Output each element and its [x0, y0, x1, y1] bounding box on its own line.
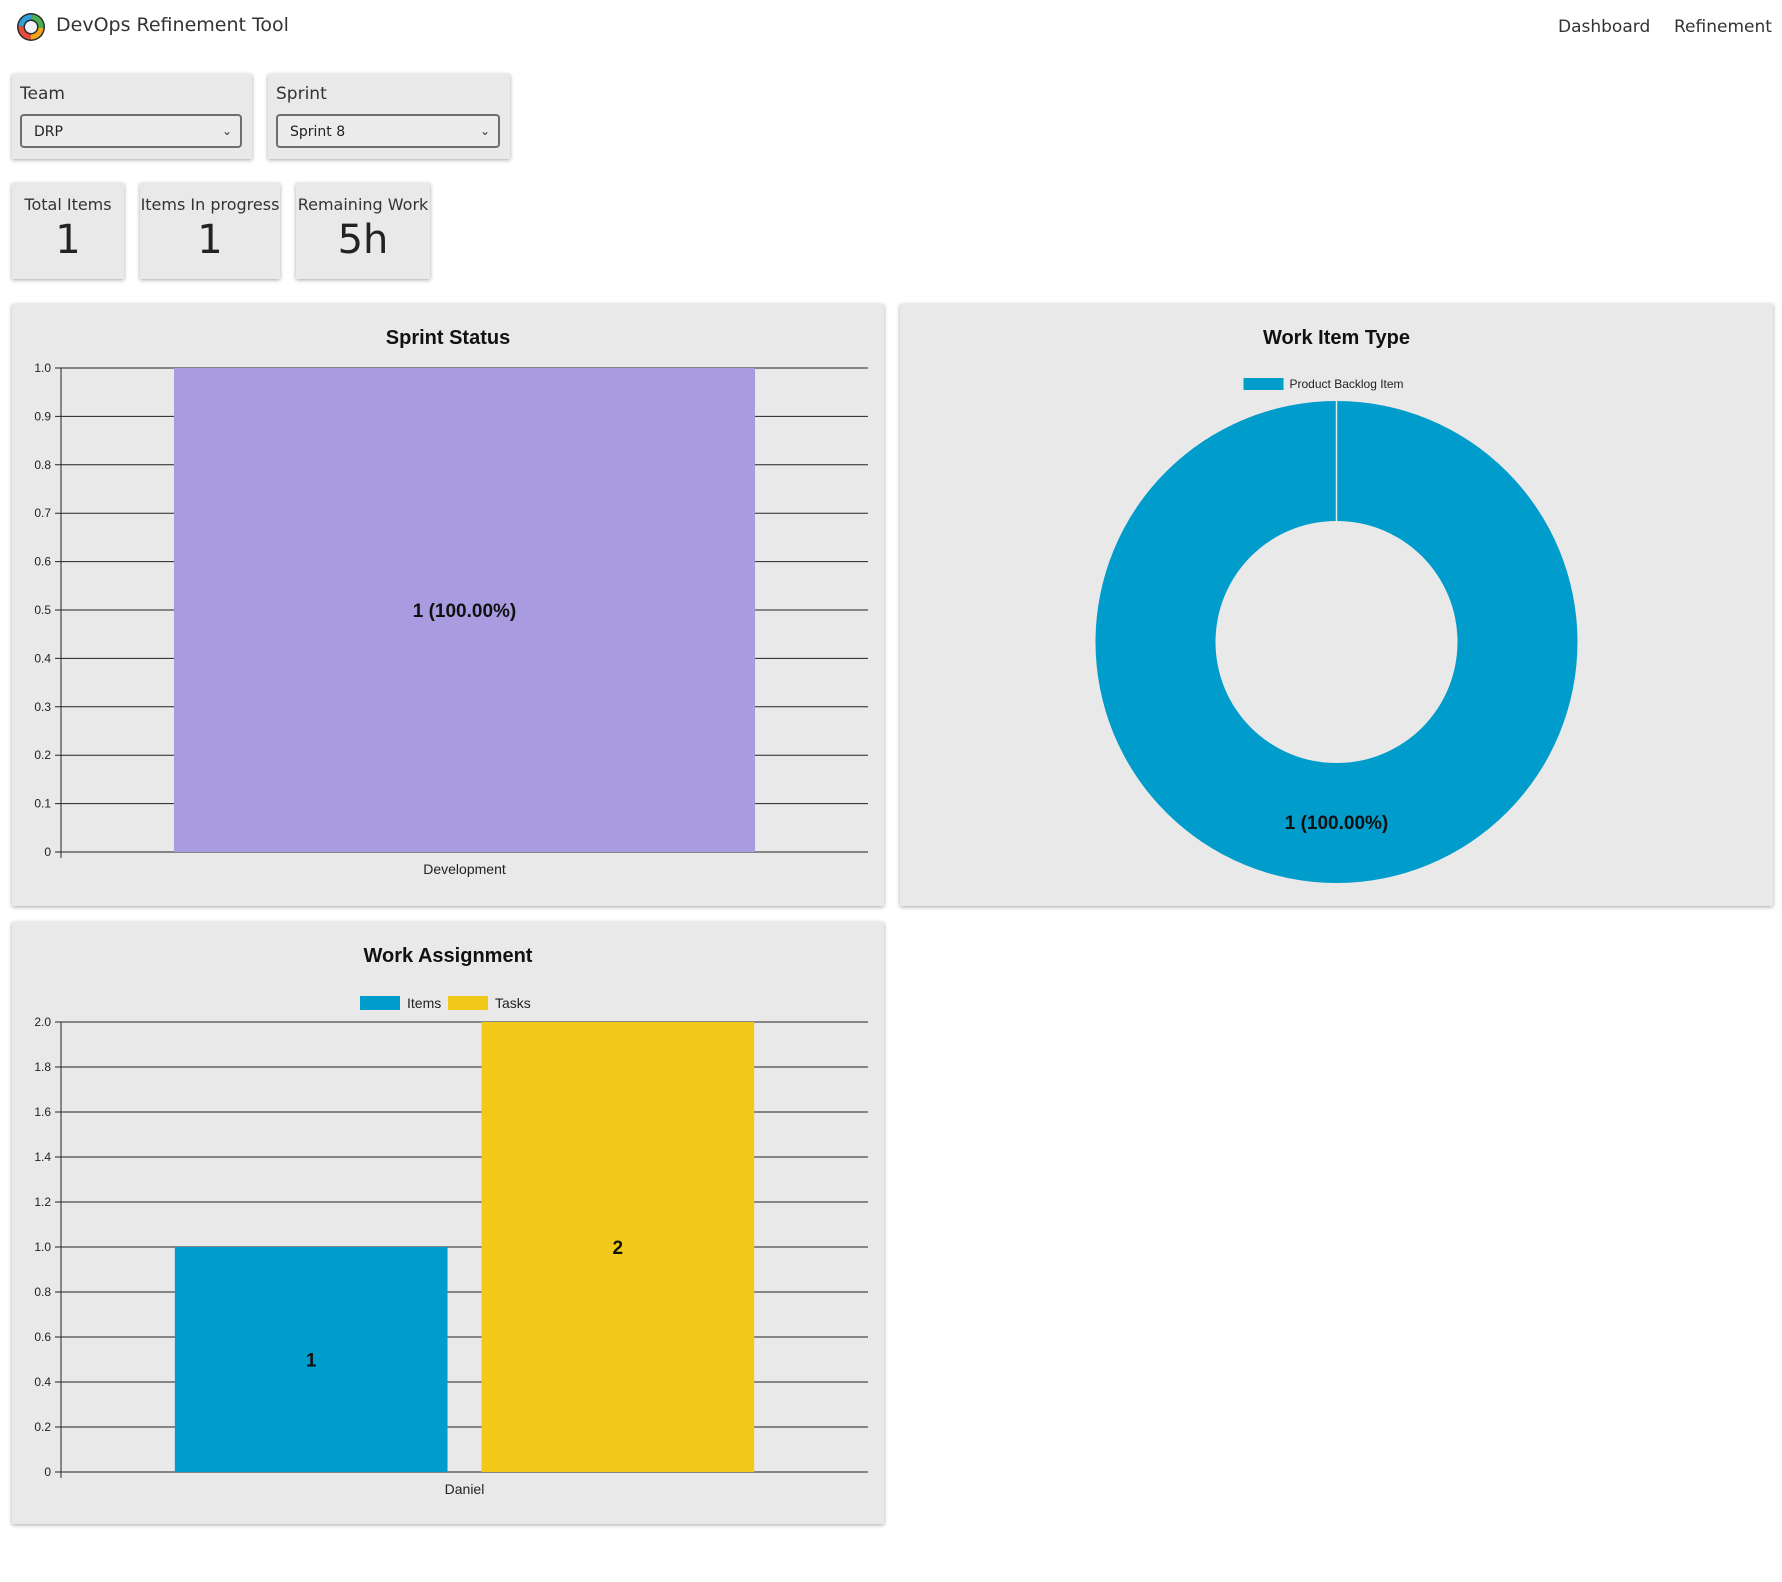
y-tick-label: 0.1 [34, 797, 51, 811]
y-tick-label: 1.8 [34, 1060, 51, 1074]
x-tick-label: Development [423, 861, 506, 877]
nav-refinement-link[interactable]: Refinement [1674, 17, 1772, 37]
y-tick-label: 1.0 [34, 1240, 51, 1254]
legend-label: Product Backlog Item [1290, 377, 1404, 391]
stat-value: 1 [55, 217, 81, 263]
work-item-type-card: Work Item Type Product Backlog Item 1 (100… [900, 304, 1773, 906]
y-tick-label: 0.4 [34, 1375, 51, 1389]
y-tick-label: 0 [44, 845, 51, 859]
sprint-select-value: Sprint 8 [290, 124, 346, 140]
app-title: DevOps Refinement Tool [56, 14, 289, 36]
legend-swatch [448, 996, 488, 1010]
y-tick-label: 0.4 [34, 651, 51, 665]
team-label: Team [20, 84, 65, 104]
team-select[interactable]: DRP ⌄ [20, 114, 242, 148]
y-tick-label: 0.6 [34, 1330, 51, 1344]
legend-swatch [1243, 378, 1284, 390]
work-assignment-chart: Work Assignment 0 0.2 0.4 0.6 0.8 1.0 1.2 1.4 1.6… [34, 945, 868, 1497]
sprint-status-chart: Sprint Status 0 0.1 0.2 0.3 0.4 0.5 0.6 0.7 0.8 0.… [34, 327, 868, 877]
bar [173, 368, 756, 852]
legend-label: Items [407, 995, 441, 1011]
stat-items-in-progress: Items In progress 1 [140, 183, 280, 279]
stat-label: Remaining Work [297, 195, 429, 214]
y-tick-label: 1.4 [34, 1150, 51, 1164]
y-tick-label: 1.0 [34, 361, 51, 375]
y-tick-label: 0.8 [34, 458, 51, 472]
bar-data-label: 2 [613, 1238, 624, 1259]
work-assignment-card: Work Assignment 0 0.2 0.4 0.6 0.8 1.0 1.2 1.4 1.6… [12, 922, 884, 1524]
chart-title: Sprint Status [386, 327, 510, 349]
stat-label: Total Items [24, 195, 112, 214]
x-tick-label: Daniel [445, 1481, 485, 1497]
app-header: DevOps Refinement Tool Dashboard Refinem… [0, 0, 1782, 56]
chart-title: Work Assignment [364, 945, 533, 967]
y-tick-label: 2.0 [34, 1015, 51, 1029]
chevron-down-icon: ⌄ [479, 124, 490, 138]
bar-data-label: 1 (100.00%) [413, 601, 517, 622]
y-tick-label: 0.3 [34, 700, 51, 714]
y-tick-label: 0.5 [34, 603, 51, 617]
y-tick-label: 0.6 [34, 555, 51, 569]
app-logo-icon [17, 13, 45, 41]
chevron-down-icon: ⌄ [221, 124, 232, 138]
y-tick-label: 0.2 [34, 1420, 51, 1434]
nav-dashboard-link[interactable]: Dashboard [1558, 17, 1651, 37]
bar-data-label: 1 [306, 1351, 317, 1372]
team-select-value: DRP [34, 124, 63, 140]
y-tick-label: 0.9 [34, 409, 51, 423]
stat-total-items: Total Items 1 [12, 183, 124, 279]
stat-value: 5h [337, 217, 389, 263]
y-tick-label: 0.2 [34, 748, 51, 762]
work-item-type-chart: Work Item Type Product Backlog Item 1 (100… [1095, 327, 1578, 883]
slice-data-label: 1 (100.00%) [1285, 813, 1389, 834]
sprint-filter-card: Sprint Sprint 8 ⌄ [268, 74, 510, 159]
team-filter-card: Team DRP ⌄ [12, 74, 252, 159]
sprint-label: Sprint [276, 84, 327, 104]
stat-remaining-work: Remaining Work 5h [296, 183, 430, 279]
sprint-status-card: Sprint Status 0 0.1 0.2 0.3 0.4 0.5 0.6 0.7 0.8 0.… [12, 304, 884, 906]
stat-label: Items In progress [140, 195, 280, 214]
sprint-select[interactable]: Sprint 8 ⌄ [276, 114, 500, 148]
y-tick-label: 1.6 [34, 1105, 51, 1119]
y-tick-label: 0.7 [34, 506, 51, 520]
legend-label: Tasks [495, 995, 531, 1011]
legend-swatch [360, 996, 400, 1010]
y-tick-label: 1.2 [34, 1195, 51, 1209]
y-tick-label: 0.8 [34, 1285, 51, 1299]
bar [481, 1022, 755, 1472]
chart-title: Work Item Type [1263, 327, 1410, 349]
y-tick-label: 0 [44, 1465, 51, 1479]
pie-slice [1095, 401, 1578, 883]
stat-value: 1 [197, 217, 223, 263]
bar [174, 1247, 448, 1472]
